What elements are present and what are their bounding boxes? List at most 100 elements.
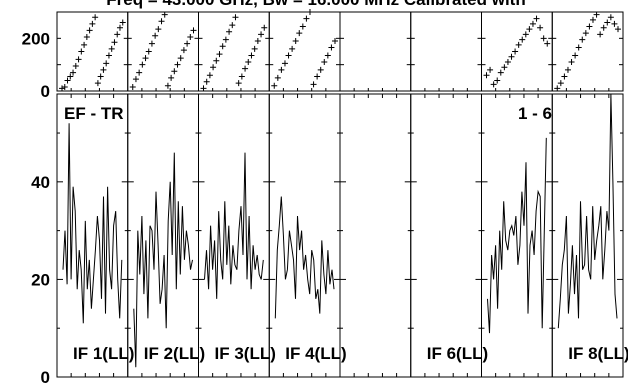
phase-point — [59, 85, 65, 92]
phase-point — [78, 48, 85, 55]
phase-point — [100, 66, 107, 73]
phase-point — [83, 34, 90, 41]
phase-point — [292, 37, 299, 44]
phase-panel-frame — [410, 11, 482, 92]
amplitude-series-line — [204, 152, 264, 299]
phase-point — [152, 32, 159, 39]
phase-point — [200, 85, 207, 92]
phase-point — [508, 53, 515, 60]
phase-point — [92, 14, 99, 21]
phase-point — [229, 22, 236, 29]
phase-point — [600, 24, 607, 31]
phase-point — [119, 19, 126, 26]
phase-point — [70, 69, 77, 76]
phase-point — [582, 30, 589, 37]
phase-point — [615, 26, 621, 33]
phase-point — [168, 74, 175, 81]
phase-point — [81, 41, 88, 48]
phase-point — [171, 68, 178, 75]
phase-point — [164, 82, 171, 89]
phase-point — [72, 62, 79, 69]
phase-point — [522, 31, 529, 38]
y-tick-label: 200 — [22, 29, 50, 48]
phase-point — [142, 55, 149, 62]
phase-point — [180, 47, 187, 54]
phase-point — [483, 72, 490, 79]
phase-point — [317, 66, 324, 73]
phase-point — [108, 45, 115, 52]
amplitude-series-line — [487, 137, 547, 334]
phase-point — [575, 44, 582, 51]
phase-point — [303, 15, 310, 22]
phase-point — [67, 73, 74, 80]
phase-point — [604, 19, 611, 26]
phase-point — [174, 61, 181, 68]
phase-point — [129, 84, 136, 91]
phase-point — [285, 52, 292, 59]
phase-point — [561, 73, 568, 80]
phase-point — [299, 23, 306, 30]
if-label: IF 2(LL) — [144, 344, 205, 363]
phase-point — [519, 36, 526, 43]
baseline-label: EF - TR — [64, 104, 124, 123]
phase-panel-frame — [198, 11, 270, 92]
phase-point — [586, 23, 593, 30]
phase-point — [589, 16, 596, 23]
phase-point — [306, 9, 313, 15]
phase-point — [103, 60, 110, 67]
if-label: IF 1(LL) — [73, 344, 134, 363]
phase-point — [111, 39, 118, 46]
phase-panel-frame — [551, 11, 624, 92]
phase-point — [116, 24, 123, 31]
phase-point — [242, 65, 249, 72]
phase-point — [226, 28, 233, 35]
phase-point — [203, 78, 210, 85]
amplitude-series-line — [274, 196, 335, 319]
if-label: IF 3(LL) — [215, 344, 276, 363]
phase-point — [314, 73, 321, 80]
phase-point — [251, 45, 258, 52]
phase-point — [572, 52, 579, 59]
phase-point — [554, 85, 561, 92]
phase-point — [61, 84, 68, 91]
phase-point — [222, 36, 229, 43]
phase-point — [540, 35, 547, 42]
phase-point — [579, 36, 586, 43]
phase-point — [145, 48, 152, 55]
phase-point — [136, 69, 143, 76]
phase-point — [139, 61, 146, 68]
phase-point — [232, 14, 239, 21]
phase-point — [114, 31, 121, 38]
phase-point — [564, 66, 571, 73]
phase-point — [261, 24, 268, 31]
amplitude-panel-frame — [339, 93, 412, 378]
amplitude-panel-frame — [551, 93, 624, 378]
phase-point — [568, 59, 575, 66]
phase-point — [187, 34, 194, 41]
phase-point — [278, 66, 285, 73]
phase-point — [97, 73, 104, 80]
phase-point — [607, 14, 614, 21]
phase-point — [512, 48, 519, 55]
amplitude-series-line — [133, 152, 193, 368]
phase-point — [281, 60, 288, 67]
phase-point — [611, 20, 618, 27]
if-label: IF 4(LL) — [285, 344, 346, 363]
phase-point — [515, 41, 522, 48]
if-label: IF 8(LL) — [568, 344, 628, 363]
phase-point — [504, 59, 511, 66]
phase-point — [105, 52, 112, 59]
phase-point — [75, 56, 82, 63]
phase-point — [177, 55, 184, 62]
amplitude-series-line — [557, 93, 618, 329]
phase-point — [245, 59, 252, 66]
phase-point — [158, 18, 165, 25]
phase-point — [161, 11, 168, 18]
phase-point — [529, 20, 536, 27]
phase-point — [593, 11, 600, 18]
phase-point — [238, 73, 245, 80]
phase-point — [271, 82, 278, 89]
phase-point — [289, 45, 296, 52]
phase-point — [148, 40, 155, 47]
